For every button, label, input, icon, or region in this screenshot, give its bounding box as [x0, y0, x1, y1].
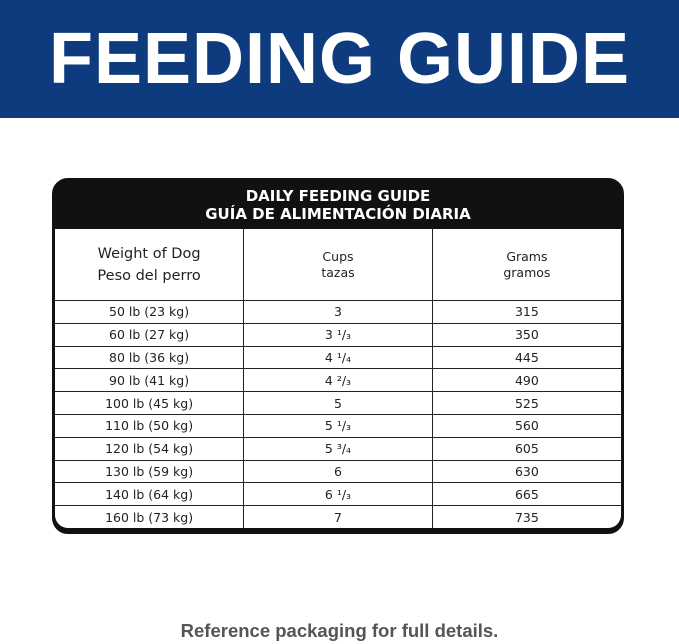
column-header: Cups tazas [243, 229, 433, 301]
table-cell: 490 [431, 368, 621, 392]
table-cell: 140 lb (64 kg) [55, 482, 244, 506]
column-header-line: tazas [321, 264, 355, 280]
table-row: 50 lb (23 kg) 3 315 [55, 300, 621, 324]
column-header: Grams gramos [431, 229, 621, 301]
table-cell: 80 lb (36 kg) [55, 345, 244, 369]
table-title: DAILY FEEDING GUIDE GUÍA DE ALIMENTACIÓN… [55, 181, 621, 229]
column-header-line: Weight of Dog [97, 245, 201, 262]
table-body: 50 lb (23 kg) 3 315 60 lb (27 kg) 3 ¹/₃ 350 80… [55, 300, 621, 528]
table-cell: 110 lb (50 kg) [55, 413, 244, 438]
table-cell: 560 [431, 413, 621, 438]
table-cell: 100 lb (45 kg) [55, 391, 244, 415]
table-row: 160 lb (73 kg) 7 735 [55, 505, 621, 528]
table-cell: 90 lb (41 kg) [55, 368, 244, 392]
table-cell: 525 [431, 391, 621, 415]
table-title-line: GUÍA DE ALIMENTACIÓN DIARIA [205, 205, 471, 223]
table-cell: 605 [431, 436, 621, 461]
table-cell: 630 [431, 459, 621, 483]
table-cell: 445 [431, 345, 621, 369]
column-header-line: Cups [322, 248, 354, 264]
table-cell: 3 [243, 300, 433, 324]
table-cell: 6 [243, 459, 433, 483]
table-cell: 4 ¹/₄ [243, 345, 433, 369]
table-cell: 5 ³/₄ [243, 436, 433, 461]
column-header-line: Peso del perro [97, 267, 201, 284]
table-cell: 5 ¹/₃ [243, 413, 433, 438]
table-cell: 60 lb (27 kg) [55, 322, 244, 347]
feeding-table: DAILY FEEDING GUIDE GUÍA DE ALIMENTACIÓN… [52, 178, 624, 534]
table-row: 80 lb (36 kg) 4 ¹/₄ 445 [55, 345, 621, 369]
table-row: 140 lb (64 kg) 6 ¹/₃ 665 [55, 482, 621, 506]
table-cell: 130 lb (59 kg) [55, 459, 244, 483]
table-row: 100 lb (45 kg) 5 525 [55, 391, 621, 415]
table-cell: 315 [431, 300, 621, 324]
table: Weight of Dog Peso del perro Cups tazas Gram… [55, 229, 621, 528]
table-row: 130 lb (59 kg) 6 630 [55, 459, 621, 483]
table-cell: 5 [243, 391, 433, 415]
table-cell: 3 ¹/₃ [243, 322, 433, 347]
table-row: 60 lb (27 kg) 3 ¹/₃ 350 [55, 322, 621, 347]
header-title: FEEDING GUIDE [0, 0, 679, 118]
table-title-line: DAILY FEEDING GUIDE [245, 187, 431, 205]
column-header: Weight of Dog Peso del perro [55, 229, 244, 301]
table-row: 90 lb (41 kg) 4 ²/₃ 490 [55, 368, 621, 392]
table-cell: 50 lb (23 kg) [55, 300, 244, 324]
footer-note: Reference packaging for full details. [180, 620, 499, 641]
column-header-line: gramos [503, 264, 551, 280]
table-cell: 4 ²/₃ [243, 368, 433, 392]
table-cell: 160 lb (73 kg) [55, 505, 244, 528]
table-cell: 350 [431, 322, 621, 347]
table-cell: 7 [243, 505, 433, 528]
table-cell: 735 [431, 505, 621, 528]
table-row: 110 lb (50 kg) 5 ¹/₃ 560 [55, 413, 621, 438]
table-cell: 665 [431, 482, 621, 506]
table-cell: 120 lb (54 kg) [55, 436, 244, 461]
column-header-line: Grams [506, 248, 548, 264]
table-row: 120 lb (54 kg) 5 ³/₄ 605 [55, 436, 621, 461]
table-cell: 6 ¹/₃ [243, 482, 433, 506]
header-row: Weight of Dog Peso del perro Cups tazas Gram… [55, 229, 621, 301]
